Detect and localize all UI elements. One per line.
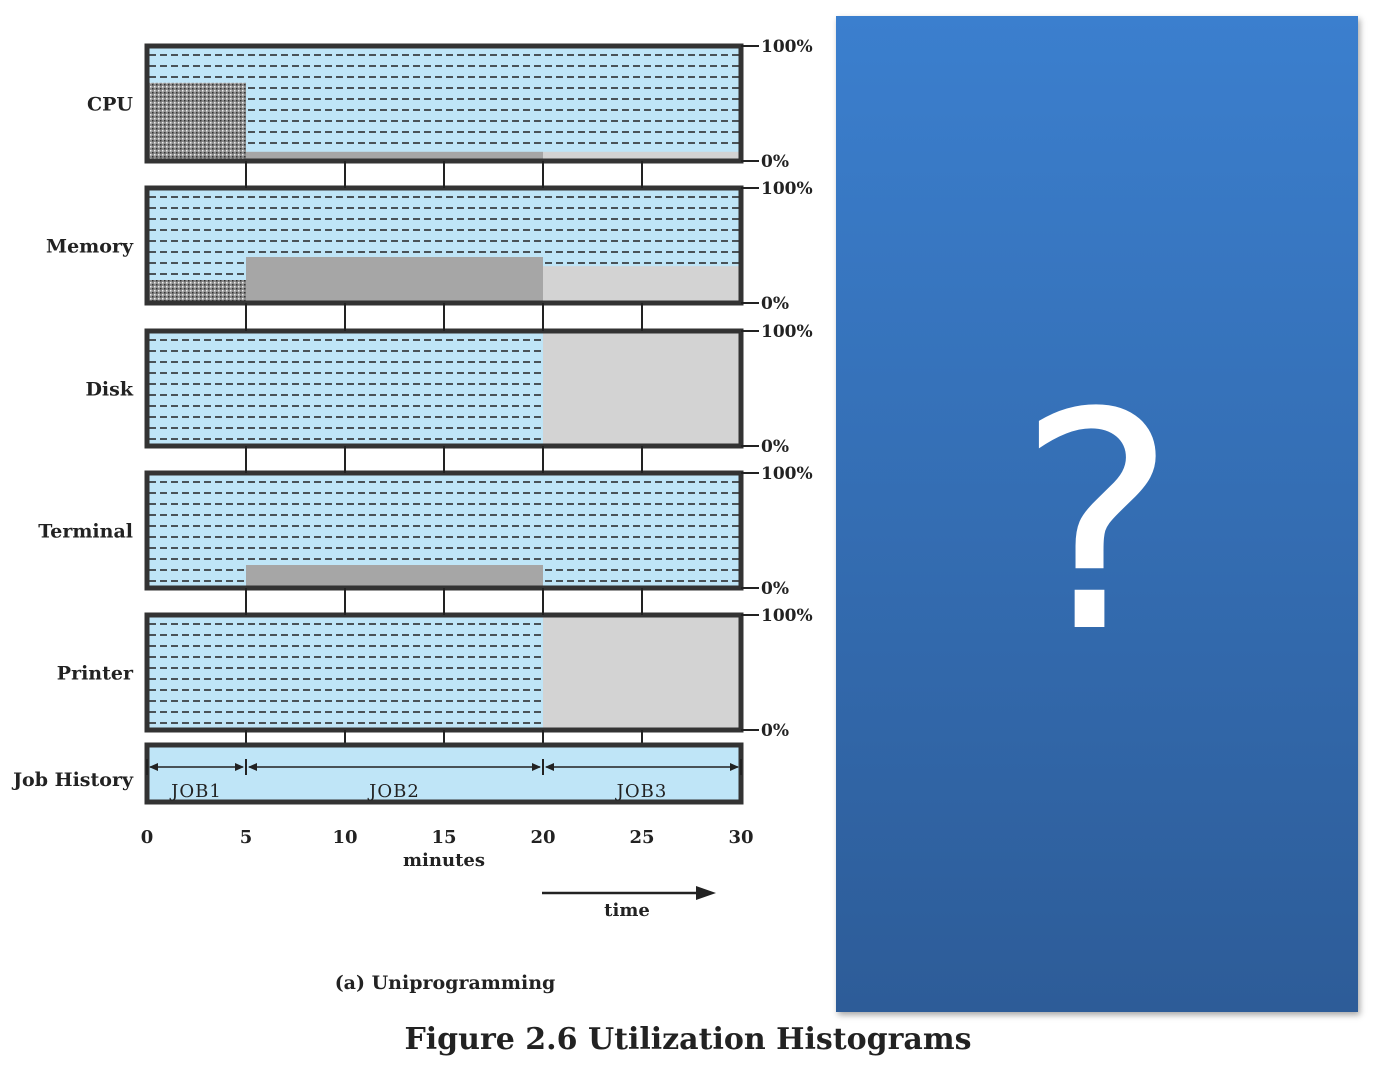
memory-segment-job3 bbox=[543, 266, 741, 303]
disk-0-label: 0% bbox=[761, 437, 789, 457]
job-history-label: Job History bbox=[11, 769, 134, 791]
job-label-job1: JOB1 bbox=[169, 781, 222, 802]
time-arrow-head bbox=[696, 886, 716, 900]
question-mark-icon: ? bbox=[1017, 349, 1177, 698]
cpu-segment-job1 bbox=[147, 82, 246, 161]
memory-segment-job2 bbox=[246, 257, 543, 303]
x-tick-label: 15 bbox=[431, 827, 456, 848]
printer-0-label: 0% bbox=[761, 721, 789, 741]
x-tick-label: 5 bbox=[240, 827, 253, 848]
printer-100-label: 100% bbox=[761, 606, 813, 626]
chart-subtitle: (a) Uniprogramming bbox=[335, 972, 556, 994]
cpu-segment-job2 bbox=[246, 151, 543, 161]
job-label-job3: JOB3 bbox=[615, 781, 668, 802]
arrowhead-right bbox=[730, 763, 739, 771]
cpu-0-label: 0% bbox=[761, 152, 789, 172]
terminal-100-label: 100% bbox=[761, 464, 813, 484]
memory-segment-job1 bbox=[147, 280, 246, 303]
printer-segment-job3 bbox=[543, 615, 741, 730]
cpu-label: CPU bbox=[87, 94, 133, 116]
question-panel: ? bbox=[836, 16, 1358, 1012]
memory-100-label: 100% bbox=[761, 179, 813, 199]
time-label: time bbox=[604, 900, 650, 921]
arrowhead-right bbox=[532, 763, 541, 771]
cpu-segment-job3 bbox=[543, 151, 741, 161]
arrowhead-right bbox=[235, 763, 244, 771]
x-tick-label: 25 bbox=[629, 827, 654, 848]
arrowhead-left bbox=[248, 763, 257, 771]
disk-100-label: 100% bbox=[761, 322, 813, 342]
figure-title: Figure 2.6 Utilization Histograms bbox=[404, 1022, 972, 1057]
disk-label: Disk bbox=[85, 379, 133, 401]
arrowhead-left bbox=[149, 763, 158, 771]
terminal-segment-job2 bbox=[246, 565, 543, 588]
utilization-histogram-chart: CPU100%0%Memory100%0%Disk100%0%Terminal1… bbox=[11, 37, 813, 994]
x-tick-label: 10 bbox=[332, 827, 357, 848]
job-label-job2: JOB2 bbox=[367, 781, 420, 802]
arrowhead-left bbox=[545, 763, 554, 771]
x-tick-label: 0 bbox=[141, 827, 154, 848]
x-axis-title: minutes bbox=[403, 850, 485, 871]
x-tick-label: 20 bbox=[530, 827, 555, 848]
terminal-0-label: 0% bbox=[761, 579, 789, 599]
memory-0-label: 0% bbox=[761, 294, 789, 314]
terminal-label: Terminal bbox=[38, 521, 133, 543]
cpu-100-label: 100% bbox=[761, 37, 813, 57]
x-tick-label: 30 bbox=[728, 827, 753, 848]
disk-segment-job3 bbox=[543, 331, 741, 446]
printer-label: Printer bbox=[57, 663, 134, 685]
memory-label: Memory bbox=[46, 236, 134, 258]
